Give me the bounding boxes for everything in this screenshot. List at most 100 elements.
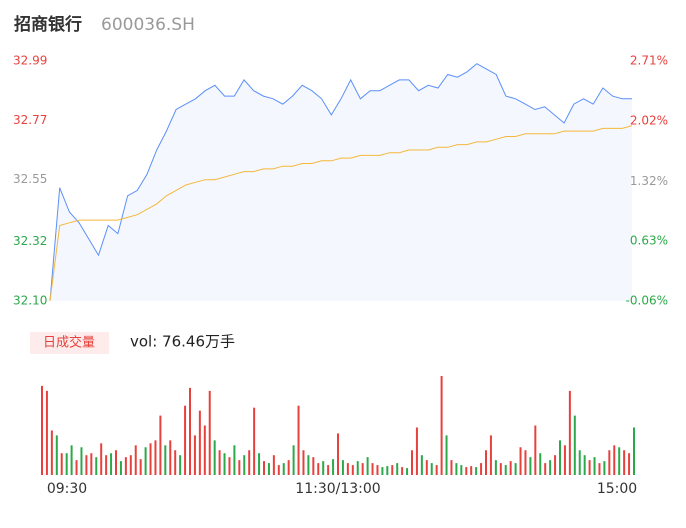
volume-bar — [119, 461, 122, 475]
volume-bar — [485, 450, 487, 475]
volume-bar — [341, 460, 344, 475]
volume-bar — [593, 457, 596, 475]
y2-tick-label: 1.32% — [630, 174, 668, 188]
volume-bar — [534, 425, 537, 475]
volume-bar — [282, 463, 285, 475]
volume-bar — [203, 425, 206, 475]
volume-bar — [110, 453, 113, 475]
volume-bar — [248, 450, 251, 475]
y-tick-label: 32.55 — [13, 172, 47, 186]
volume-bar — [105, 455, 108, 475]
volume-bar — [317, 463, 320, 475]
volume-bar — [144, 447, 147, 475]
volume-bar — [366, 457, 369, 475]
volume-bar — [100, 443, 103, 475]
volume-bar — [223, 453, 226, 475]
volume-bar — [539, 453, 542, 475]
volume-bar — [445, 435, 448, 475]
y2-tick-label: 2.71% — [630, 54, 668, 68]
volume-bar — [332, 459, 335, 475]
volume-bar — [85, 455, 88, 475]
volume-bar — [430, 463, 433, 475]
volume-bar — [529, 457, 532, 475]
volume-bar — [169, 440, 172, 475]
volume-bar — [312, 457, 315, 475]
volume-bar — [129, 455, 132, 475]
volume-bar — [213, 440, 216, 475]
volume-bar — [351, 465, 354, 475]
volume-bar — [480, 463, 483, 475]
volume-bar — [411, 450, 413, 475]
volume-bar — [198, 410, 201, 475]
volume-bar — [134, 445, 137, 475]
volume-bar — [337, 433, 339, 475]
volume-bar — [603, 461, 606, 475]
x-tick-label: 11:30/13:00 — [295, 481, 380, 497]
volume-bar — [415, 427, 418, 475]
volume-bar — [460, 465, 463, 475]
volume-bar — [159, 415, 162, 475]
line — [49, 125, 633, 302]
volume-bar — [628, 453, 631, 475]
volume-bar — [164, 445, 167, 475]
volume-bar — [228, 457, 231, 475]
volume-bar — [189, 387, 191, 475]
volume-bar — [420, 455, 423, 475]
volume-bar — [356, 461, 359, 475]
volume-bar — [613, 445, 616, 475]
y-tick-label: 32.10 — [13, 294, 47, 308]
volume-bar — [425, 460, 428, 475]
volume-bar — [55, 435, 58, 475]
volume-bar — [578, 450, 581, 475]
y2-tick-label: -0.06% — [626, 294, 668, 308]
volume-bar — [489, 435, 492, 475]
volume-bar — [475, 467, 478, 475]
volume-bar — [267, 463, 270, 475]
volume-bar — [75, 460, 78, 475]
volume-bar — [174, 450, 177, 475]
volume-bar — [184, 405, 187, 475]
volume-bar — [524, 450, 527, 475]
y-tick-label: 32.32 — [13, 234, 47, 248]
volume-bar — [514, 463, 517, 475]
volume-bar — [307, 455, 310, 475]
x-tick-label: 15:00 — [597, 481, 637, 497]
x-tick-label: 09:30 — [47, 481, 87, 497]
volume-bar — [573, 415, 576, 475]
volume-bar — [272, 455, 275, 475]
volume-bar — [401, 467, 404, 475]
volume-bar — [193, 435, 196, 475]
volume-bar — [90, 453, 93, 475]
volume-bar — [115, 450, 117, 475]
volume-bar — [287, 460, 290, 475]
volume-bar — [124, 457, 127, 475]
volume-bar — [41, 385, 43, 475]
volume-bar — [504, 465, 507, 475]
volume-bar — [65, 453, 68, 475]
volume-bar — [179, 455, 182, 475]
volume-bar — [386, 466, 389, 475]
volume-bar — [583, 455, 586, 475]
volume-bar — [499, 463, 502, 475]
volume-bar — [623, 450, 626, 475]
volume-bar — [588, 460, 591, 475]
volume-bar — [554, 455, 557, 475]
volume-bar — [238, 460, 241, 475]
price-area — [50, 63, 632, 302]
volume-bar — [371, 463, 374, 475]
y2-tick-label: 2.02% — [630, 113, 668, 127]
volume-bar — [549, 460, 552, 475]
volume-bar — [154, 440, 157, 475]
volume-bar — [509, 461, 512, 475]
volume-bar — [435, 465, 438, 475]
volume-bar — [139, 459, 142, 475]
volume-bar — [327, 465, 330, 475]
volume-bar — [346, 463, 349, 475]
stock-name: 招商银行 — [14, 14, 82, 35]
volume-bar — [292, 445, 295, 475]
volume-bar — [302, 450, 305, 475]
line — [49, 63, 632, 302]
volume-bar — [45, 390, 48, 475]
volume-bar — [243, 455, 246, 475]
